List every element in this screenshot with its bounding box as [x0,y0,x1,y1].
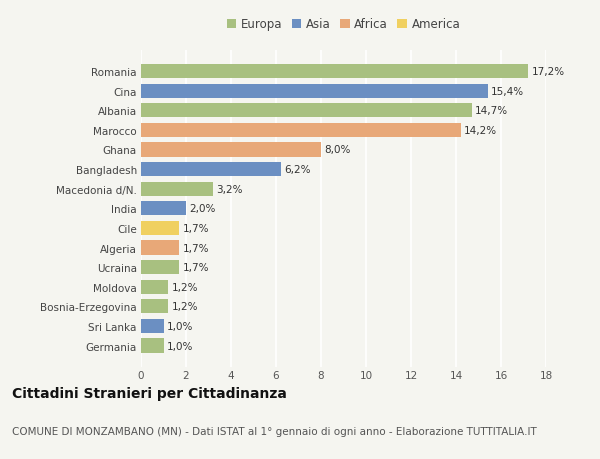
Bar [141,280,168,294]
Text: 14,2%: 14,2% [464,126,497,135]
Text: Cittadini Stranieri per Cittadinanza: Cittadini Stranieri per Cittadinanza [12,386,287,400]
Bar [141,84,487,99]
Bar [141,241,179,255]
Text: 1,0%: 1,0% [167,321,193,331]
Text: 1,7%: 1,7% [182,263,209,273]
Text: 2,0%: 2,0% [190,204,216,214]
Bar [141,202,186,216]
Text: 14,7%: 14,7% [475,106,508,116]
Bar [141,319,163,333]
Text: COMUNE DI MONZAMBANO (MN) - Dati ISTAT al 1° gennaio di ogni anno - Elaborazione: COMUNE DI MONZAMBANO (MN) - Dati ISTAT a… [12,426,537,436]
Bar [141,221,179,235]
Bar [141,182,213,196]
Bar [141,143,321,157]
Bar [141,123,461,138]
Bar [141,300,168,313]
Bar [141,104,472,118]
Bar [141,162,281,177]
Text: 6,2%: 6,2% [284,165,310,175]
Text: 1,2%: 1,2% [172,282,198,292]
Bar [141,260,179,274]
Text: 3,2%: 3,2% [217,185,243,194]
Legend: Europa, Asia, Africa, America: Europa, Asia, Africa, America [227,18,460,31]
Text: 17,2%: 17,2% [532,67,565,77]
Text: 1,2%: 1,2% [172,302,198,312]
Text: 1,7%: 1,7% [182,224,209,233]
Text: 8,0%: 8,0% [325,145,351,155]
Text: 1,7%: 1,7% [182,243,209,253]
Bar [141,339,163,353]
Bar [141,65,528,79]
Text: 1,0%: 1,0% [167,341,193,351]
Text: 15,4%: 15,4% [491,86,524,96]
